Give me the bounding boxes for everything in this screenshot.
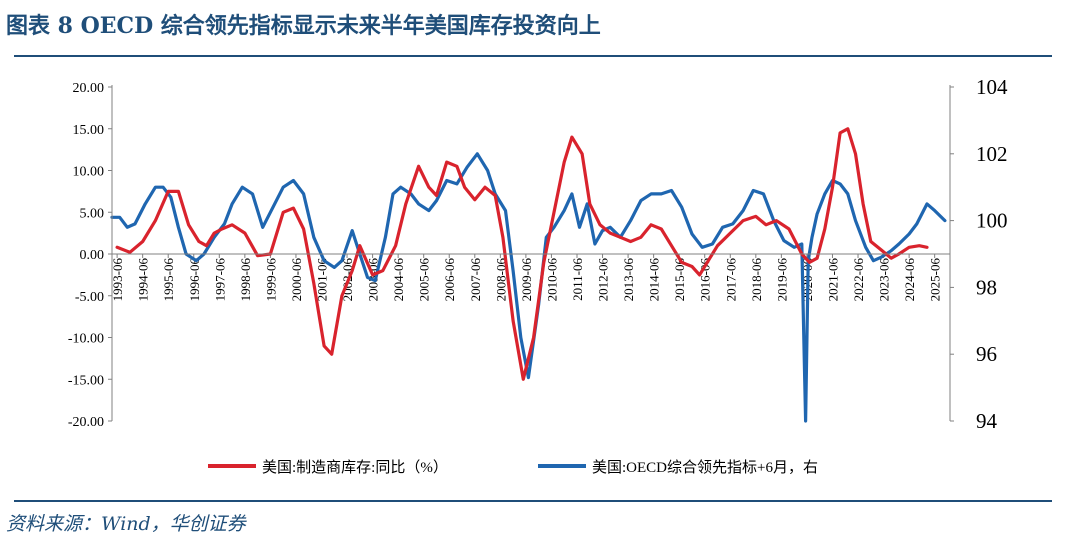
x-tick-label: 2011-06 <box>570 258 585 301</box>
x-tick-label: 1994-06 <box>136 258 151 302</box>
left-tick-label: -20.00 <box>68 415 104 430</box>
x-tick-label: 2001-06 <box>315 258 330 302</box>
x-tick-label: 2010-06 <box>544 258 559 302</box>
x-tick-label: 2025-06 <box>928 258 943 302</box>
x-tick-label: 1993-06 <box>110 258 125 302</box>
left-tick-label: -5.00 <box>75 290 104 305</box>
legend: 美国:制造商库存:同比（%） 美国:OECD综合领先指标+6月，右 <box>208 459 818 476</box>
right-axis: 104 102 100 98 96 94 <box>950 75 1008 433</box>
chart-title: 图表 8 OECD 综合领先指标显示未来半年美国库存投资向上 <box>6 13 601 39</box>
x-tick-label: 1999-06 <box>263 258 278 302</box>
left-tick-label: 5.00 <box>80 206 105 221</box>
x-tick-label: 1996-06 <box>187 258 202 302</box>
x-tick-label: 1997-06 <box>212 258 227 302</box>
x-tick-label: 2023-06 <box>877 258 892 302</box>
x-tick-label: 2005-06 <box>417 258 432 302</box>
source-note: 资料来源：Wind，华创证券 <box>6 513 246 535</box>
right-tick-label: 96 <box>976 342 997 366</box>
plot-lines <box>110 127 947 423</box>
x-tick-label: 2015-06 <box>672 258 687 302</box>
x-tick-label: 2019-06 <box>774 258 789 302</box>
left-tick-label: 20.00 <box>73 81 105 96</box>
x-tick-label: 2006-06 <box>442 258 457 302</box>
right-tick-label: 102 <box>976 142 1008 166</box>
x-tick-label: 2013-06 <box>621 258 636 302</box>
x-tick-label: 2022-06 <box>851 258 866 302</box>
series-line-1 <box>115 127 929 381</box>
x-tick-label: 2007-06 <box>468 258 483 302</box>
right-tick-label: 98 <box>976 275 997 299</box>
legend-label-1: 美国:制造商库存:同比（%） <box>262 459 448 476</box>
right-tick-label: 104 <box>976 75 1008 99</box>
x-tick-label: 1995-06 <box>161 258 176 302</box>
x-tick-label: 2018-06 <box>749 258 764 302</box>
x-tick-label: 1998-06 <box>238 258 253 302</box>
left-tick-label: 10.00 <box>73 165 105 180</box>
x-tick-label: 2009-06 <box>519 258 534 302</box>
left-tick-label: 15.00 <box>73 123 105 138</box>
title-rule <box>14 55 1052 57</box>
x-tick-label: 2012-06 <box>596 258 611 302</box>
footer-rule <box>14 500 1052 502</box>
x-tick-label: 2017-06 <box>723 258 738 302</box>
left-tick-label: -10.00 <box>68 332 104 347</box>
x-tick-label: 2024-06 <box>902 258 917 302</box>
x-axis: 1993-06 1994-06 1995-06 1996-06 1997-06 1998-… <box>110 254 943 301</box>
left-axis: 20.00 15.00 10.00 5.00 0.00 -5.00 -10.00 -15.00… <box>68 81 112 430</box>
x-tick-label: 2000-06 <box>289 258 304 302</box>
right-tick-label: 94 <box>976 409 998 433</box>
legend-label-2: 美国:OECD综合领先指标+6月，右 <box>592 459 818 476</box>
x-tick-label: 2021-06 <box>825 258 840 302</box>
x-tick-label: 2004-06 <box>391 258 406 302</box>
left-tick-label: -15.00 <box>68 373 104 388</box>
x-tick-label: 2016-06 <box>698 258 713 302</box>
x-tick-label: 2008-06 <box>493 258 508 302</box>
x-tick-label: 2014-06 <box>647 258 662 302</box>
right-tick-label: 100 <box>976 209 1008 233</box>
left-tick-label: 0.00 <box>80 248 105 263</box>
